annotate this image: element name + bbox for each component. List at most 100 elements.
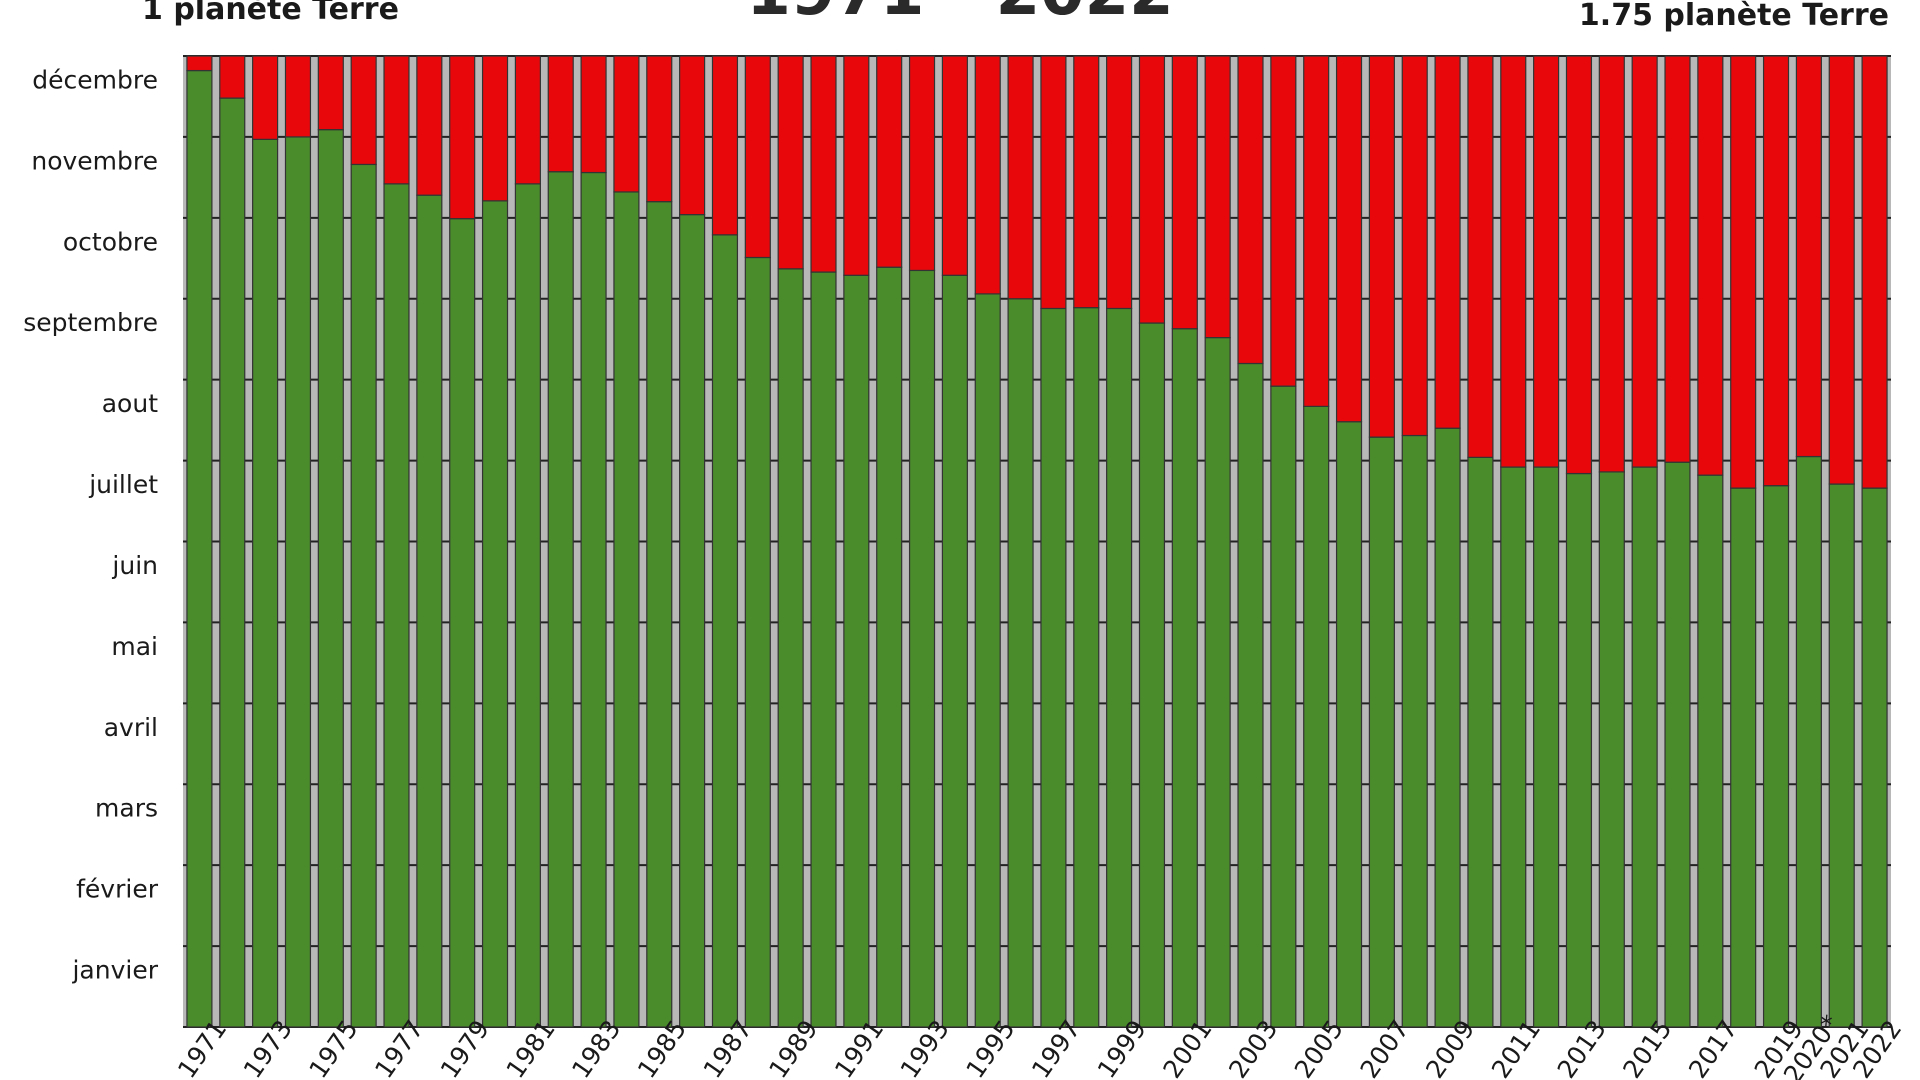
bar-green [1007,298,1034,1028]
bar-group-1996 [1007,55,1034,1028]
y-tick-label: mars [95,794,158,823]
header-left-label: 1 planète Terre [142,0,399,27]
bar-green [646,201,673,1028]
bar-group-2008 [1401,55,1428,1028]
bar-red [219,55,246,99]
bar-green [1335,421,1363,1028]
y-tick-label: mai [111,632,158,661]
bar-red [449,55,476,220]
bar-group-1986 [679,55,706,1028]
bar-group-2018 [1730,55,1757,1028]
bar-red [810,55,837,273]
bar-group-2013 [1565,55,1593,1028]
bar-green [1697,474,1724,1028]
bar-group-1995 [974,55,1001,1028]
bar-green [1237,362,1264,1028]
bar-green [1270,385,1297,1028]
bar-red [1500,55,1527,468]
bar-group-1971 [186,55,213,1028]
bar-green [284,136,312,1028]
bar-red [186,55,213,72]
bar-red [843,55,870,276]
bar-green [777,268,804,1028]
bar-green [1467,456,1494,1028]
y-tick-label: aout [102,389,158,418]
y-tick-label: avril [104,713,158,742]
bar-green [252,138,279,1028]
bar-group-1975 [317,55,344,1028]
bar-group-1984 [613,55,640,1028]
bar-green [941,274,968,1028]
bar-group-1980 [481,55,509,1028]
bar-group-1990 [810,55,837,1028]
bar-red [383,55,410,185]
bar-group-1979 [449,55,476,1028]
bar-green [1171,328,1198,1028]
bar-green [383,183,410,1028]
bar-red [777,55,804,270]
y-axis-labels: janvier février mars avril mai juin juillet aou… [23,65,159,984]
y-tick-label: décembre [32,65,158,94]
bar-green [1664,461,1691,1028]
bar-group-1998 [1073,55,1100,1028]
bar-red [1171,55,1198,330]
bar-red [1631,55,1658,468]
bar-green [1401,434,1428,1028]
bar-red [1073,55,1100,309]
bar-green [876,266,903,1028]
bar-red [1565,55,1593,475]
bar-red [1697,55,1724,476]
bar-red [1598,55,1625,473]
bar-group-2000 [1138,55,1166,1028]
bar-group-1988 [744,55,771,1028]
bar-green [1073,307,1100,1028]
bar-red [1730,55,1757,489]
y-tick-label: novembre [31,146,158,175]
bar-red [1664,55,1691,463]
bar-red [481,55,509,202]
bar-red [317,55,344,131]
bar-red [1861,55,1888,489]
bar-group-1977 [383,55,410,1028]
bar-group-2015 [1631,55,1658,1028]
bar-green [449,218,476,1028]
bar-green [1565,472,1593,1028]
bar-green [514,183,541,1028]
bar-group-1974 [284,55,312,1028]
bar-red [1795,55,1822,458]
bar-red [1401,55,1428,437]
bar-group-1992 [876,55,903,1028]
bar-red [1237,55,1264,365]
bar-group-2019 [1762,55,1790,1028]
bar-group-1987 [711,55,739,1028]
bar-group-2005 [1303,55,1330,1028]
bar-group-1993 [908,55,936,1028]
bar-red [284,55,312,138]
y-tick-label: février [76,875,159,904]
bar-green [1598,471,1625,1028]
bar-group-2003 [1237,55,1264,1028]
bar-green [1303,405,1330,1028]
bar-green [1500,466,1527,1028]
y-tick-label: septembre [23,308,158,337]
bar-group-1991 [843,55,870,1028]
bar-red [941,55,968,276]
bar-red [350,55,377,166]
bar-green [1106,307,1133,1028]
bar-group-2002 [1204,55,1231,1028]
bar-red [711,55,739,236]
bar-red [580,55,607,174]
bar-red [1040,55,1067,310]
bar-group-2017 [1697,55,1724,1028]
bar-red [1467,55,1494,458]
bar-group-1973 [252,55,279,1028]
bar-green [1040,307,1067,1028]
bar-green [1795,455,1822,1028]
bar-red [974,55,1001,295]
bar-group-2010 [1467,55,1494,1028]
bar-group-2009 [1434,55,1461,1028]
bar-group-2022 [1861,55,1888,1028]
bar-red [1204,55,1231,339]
